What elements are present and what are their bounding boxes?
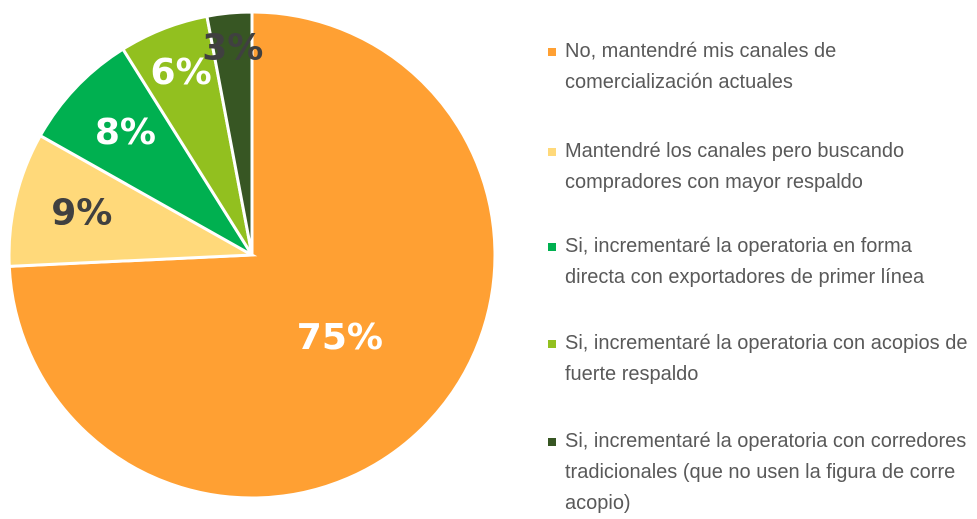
data-label: 8% — [95, 112, 156, 153]
legend-entry: Mantendré los canales pero buscando comp… — [548, 136, 974, 198]
legend-label: Si, incrementaré la operatoria en forma … — [565, 235, 925, 288]
legend-label: Si, incrementaré la operatoria con corre… — [565, 430, 967, 514]
legend-entry: Si, incrementaré la operatoria con corre… — [548, 426, 974, 519]
legend-label: Mantendré los canales pero buscando comp… — [565, 140, 905, 193]
pie-slice — [205, 10, 254, 256]
legend-swatch — [548, 438, 556, 446]
data-label: 6% — [151, 52, 212, 93]
legend-entry: Si, incrementaré la operatoria con acopi… — [548, 328, 974, 390]
pie-slice — [7, 133, 258, 268]
legend-swatch — [548, 340, 556, 348]
legend-swatch — [548, 48, 556, 56]
legend-entry: Si, incrementaré la operatoria en forma … — [548, 231, 974, 293]
legend-swatch — [548, 243, 556, 251]
legend-label: Si, incrementaré la operatoria con acopi… — [565, 332, 968, 385]
pie-slice — [38, 47, 254, 257]
chart: 75% 9% 8% 6%3% — [7, 10, 497, 500]
data-label: 9% — [51, 193, 112, 234]
legend-entry: No, mantendré mis canales de comercializ… — [548, 36, 974, 98]
data-label: 75% — [297, 317, 383, 358]
legend-label: No, mantendré mis canales de comercializ… — [565, 40, 837, 93]
legend-swatch — [548, 148, 556, 156]
data-label: 3% — [202, 27, 263, 68]
